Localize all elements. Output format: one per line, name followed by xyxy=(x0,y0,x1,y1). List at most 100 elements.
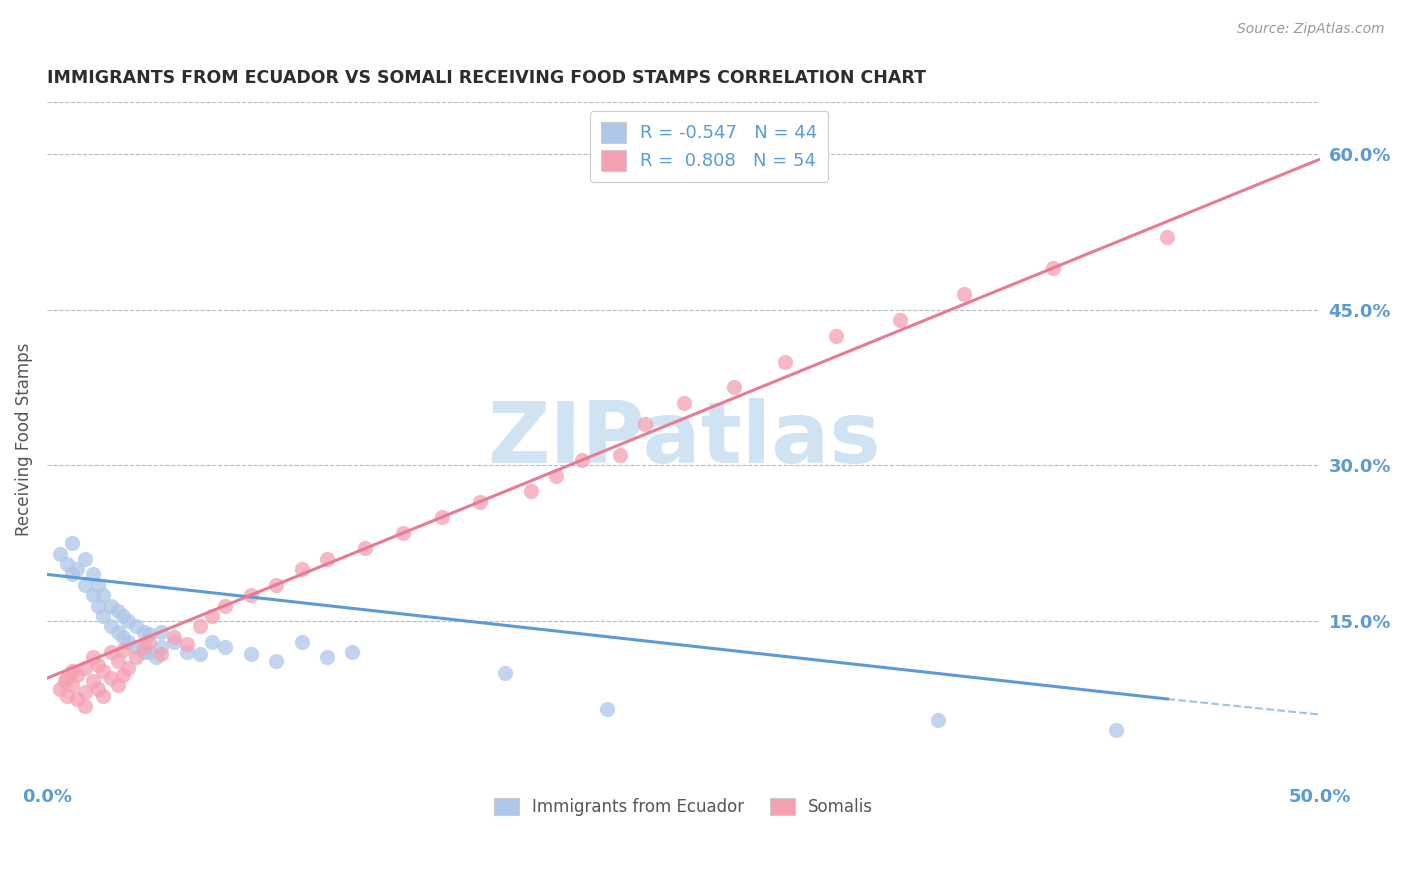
Point xyxy=(112,609,135,624)
Point xyxy=(163,635,186,649)
Point xyxy=(117,661,139,675)
Point xyxy=(239,648,262,662)
Point xyxy=(634,417,657,431)
Point xyxy=(82,588,104,602)
Point xyxy=(100,645,122,659)
Point xyxy=(100,619,122,633)
Point xyxy=(188,648,211,662)
Point xyxy=(60,664,83,678)
Point xyxy=(75,578,97,592)
Point xyxy=(316,650,339,665)
Point xyxy=(825,328,848,343)
Point xyxy=(952,287,974,301)
Point xyxy=(75,684,97,698)
Point xyxy=(107,678,129,692)
Point xyxy=(60,567,83,582)
Point xyxy=(264,578,287,592)
Point xyxy=(87,681,110,696)
Point xyxy=(163,630,186,644)
Point xyxy=(723,380,745,394)
Point xyxy=(775,354,797,368)
Point xyxy=(316,551,339,566)
Point xyxy=(596,702,619,716)
Point xyxy=(91,588,114,602)
Point xyxy=(138,645,160,659)
Point xyxy=(132,624,155,639)
Point xyxy=(112,643,135,657)
Point xyxy=(82,650,104,665)
Y-axis label: Receiving Food Stamps: Receiving Food Stamps xyxy=(15,343,32,536)
Point xyxy=(91,664,114,678)
Point xyxy=(87,657,110,672)
Point xyxy=(494,666,516,681)
Point xyxy=(91,609,114,624)
Text: IMMIGRANTS FROM ECUADOR VS SOMALI RECEIVING FOOD STAMPS CORRELATION CHART: IMMIGRANTS FROM ECUADOR VS SOMALI RECEIV… xyxy=(46,69,927,87)
Point xyxy=(53,674,76,689)
Point xyxy=(609,448,631,462)
Point xyxy=(214,640,236,654)
Point xyxy=(546,468,568,483)
Text: ZIPatlas: ZIPatlas xyxy=(486,398,880,481)
Point xyxy=(239,588,262,602)
Point xyxy=(48,681,70,696)
Point xyxy=(150,624,173,639)
Point xyxy=(112,630,135,644)
Point xyxy=(82,674,104,689)
Point xyxy=(107,604,129,618)
Point xyxy=(56,671,79,685)
Point xyxy=(290,635,312,649)
Point xyxy=(392,525,415,540)
Point xyxy=(430,510,453,524)
Point xyxy=(176,637,198,651)
Point xyxy=(100,599,122,613)
Point xyxy=(201,635,224,649)
Point xyxy=(927,713,949,727)
Point xyxy=(75,661,97,675)
Point xyxy=(214,599,236,613)
Point xyxy=(48,547,70,561)
Point xyxy=(125,619,148,633)
Point xyxy=(150,648,173,662)
Point xyxy=(91,689,114,703)
Point xyxy=(1042,261,1064,276)
Point xyxy=(150,640,173,654)
Point xyxy=(60,678,83,692)
Point xyxy=(468,494,491,508)
Point xyxy=(201,609,224,624)
Point xyxy=(107,624,129,639)
Point xyxy=(117,614,139,628)
Point xyxy=(66,668,89,682)
Point xyxy=(75,699,97,714)
Point xyxy=(188,619,211,633)
Point xyxy=(290,562,312,576)
Point xyxy=(132,645,155,659)
Point xyxy=(82,567,104,582)
Point xyxy=(571,453,593,467)
Point xyxy=(56,689,79,703)
Point xyxy=(107,654,129,668)
Point xyxy=(56,557,79,571)
Point xyxy=(176,645,198,659)
Point xyxy=(125,640,148,654)
Point xyxy=(138,626,160,640)
Point xyxy=(117,635,139,649)
Text: Source: ZipAtlas.com: Source: ZipAtlas.com xyxy=(1237,22,1385,37)
Point xyxy=(672,396,695,410)
Point xyxy=(125,650,148,665)
Point xyxy=(112,668,135,682)
Point xyxy=(342,645,364,659)
Point xyxy=(75,551,97,566)
Point xyxy=(519,484,541,499)
Point xyxy=(264,654,287,668)
Point xyxy=(354,541,377,556)
Point xyxy=(132,640,155,654)
Point xyxy=(60,536,83,550)
Point xyxy=(889,313,911,327)
Point xyxy=(100,671,122,685)
Point xyxy=(66,692,89,706)
Point xyxy=(145,650,167,665)
Point xyxy=(1105,723,1128,738)
Point xyxy=(87,599,110,613)
Legend: Immigrants from Ecuador, Somalis: Immigrants from Ecuador, Somalis xyxy=(488,791,880,822)
Point xyxy=(1156,230,1178,244)
